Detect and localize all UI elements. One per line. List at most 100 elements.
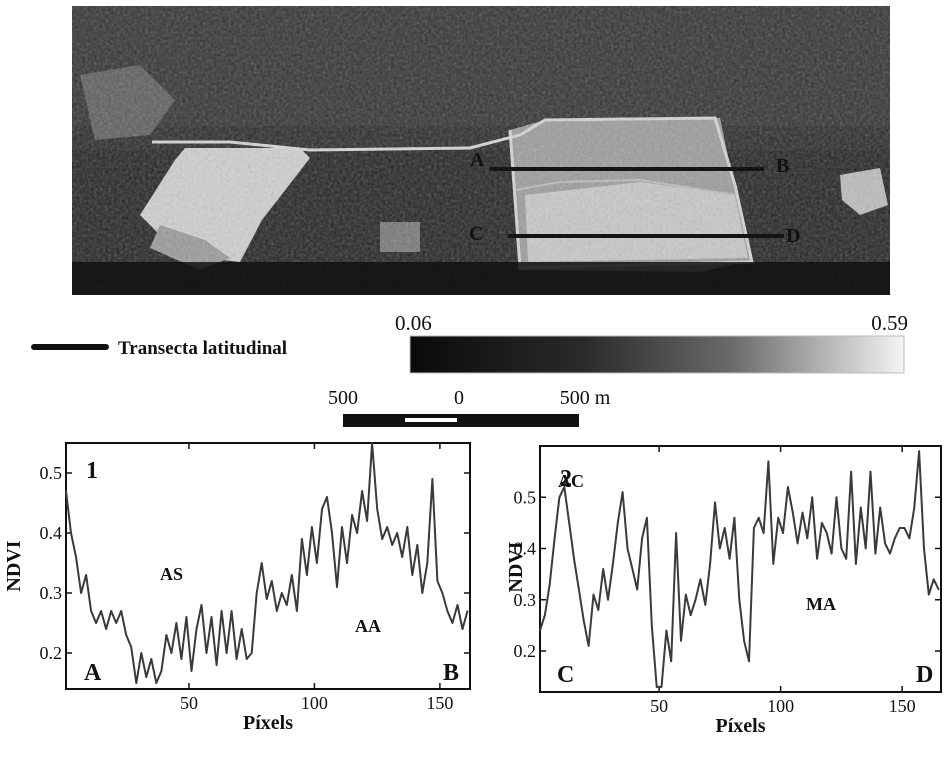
data-point: [326, 496, 328, 498]
data-point: [602, 568, 604, 570]
colorbar-min-label: 0.06: [395, 311, 432, 335]
data-point: [255, 592, 258, 594]
data-point: [150, 658, 153, 660]
scale-bar: [343, 414, 579, 427]
data-point: [401, 556, 404, 558]
data-point: [738, 599, 741, 601]
ndvi-colorbar: [409, 335, 905, 374]
data-point: [311, 526, 313, 528]
data-point: [155, 682, 158, 684]
data-point: [336, 586, 338, 588]
data-point: [879, 506, 881, 509]
data-point: [190, 670, 193, 672]
data-point: [670, 660, 672, 663]
transect-label-a: A: [470, 149, 485, 171]
annotation-label: AA: [355, 616, 381, 636]
y-tick-label: 0.3: [40, 583, 63, 603]
data-point: [689, 614, 692, 616]
data-point: [376, 508, 379, 510]
data-point: [621, 491, 624, 493]
data-point: [796, 542, 799, 545]
data-point: [660, 686, 663, 688]
data-point: [386, 526, 389, 528]
data-point: [830, 552, 833, 555]
data-point: [321, 508, 323, 510]
data-point: [165, 634, 168, 636]
data-point: [719, 547, 721, 550]
transect-label-d: D: [786, 225, 800, 247]
data-point: [371, 442, 373, 444]
data-point: [646, 517, 648, 519]
data-point: [903, 527, 906, 529]
data-point: [694, 599, 697, 601]
data-point: [801, 511, 804, 514]
data-point: [675, 532, 677, 534]
data-point: [140, 652, 143, 654]
data-point: [680, 640, 682, 642]
data-point: [175, 622, 178, 624]
data-point: [728, 558, 731, 560]
data-point: [250, 652, 253, 654]
data-point: [185, 616, 188, 618]
scale-bar-right-label: 500 m: [560, 387, 611, 409]
transect-legend-label: Transecta latitudinal: [118, 338, 287, 359]
data-point: [210, 616, 213, 618]
data-point: [286, 604, 288, 606]
data-point: [869, 470, 872, 473]
data-point: [923, 547, 925, 550]
data-point: [655, 686, 658, 688]
data-point: [748, 660, 750, 663]
y-tick-label: 0.4: [514, 539, 537, 559]
data-point: [544, 614, 546, 616]
data-point: [351, 514, 353, 516]
panel-label: 1: [86, 458, 98, 484]
data-point: [864, 547, 867, 550]
data-point: [918, 450, 920, 452]
data-point: [558, 496, 561, 499]
data-point: [235, 658, 238, 660]
annotation-label: A: [84, 660, 102, 686]
data-point: [835, 496, 838, 499]
data-point: [95, 622, 97, 624]
data-point: [125, 634, 127, 636]
data-point: [651, 624, 653, 627]
data-point: [120, 610, 122, 612]
data-point: [733, 517, 736, 519]
data-point: [617, 522, 619, 524]
data-point: [714, 501, 716, 504]
data-point: [331, 532, 333, 534]
annotation-label: AS: [160, 564, 183, 584]
data-point: [767, 460, 770, 463]
data-point: [762, 532, 765, 534]
data-point: [840, 547, 843, 550]
data-point: [391, 544, 394, 546]
data-point: [441, 592, 444, 594]
data-point: [100, 610, 102, 612]
x-tick-label: 50: [180, 693, 198, 713]
y-tick-label: 0.5: [40, 463, 63, 483]
data-point: [641, 537, 643, 540]
colorbar-max-label: 0.59: [871, 311, 908, 335]
annotation-label: D: [916, 662, 933, 688]
data-point: [381, 538, 384, 540]
data-point: [612, 563, 614, 565]
x-axis-label: Píxels: [243, 712, 293, 734]
data-point: [200, 604, 203, 606]
data-point: [291, 574, 293, 576]
data-point: [578, 588, 580, 591]
data-point: [225, 652, 228, 654]
data-point: [230, 610, 233, 612]
y-tick-label: 0.2: [40, 643, 63, 663]
data-point: [366, 520, 368, 522]
transect-label-b: B: [776, 155, 789, 177]
data-point: [626, 547, 629, 550]
data-point: [431, 478, 434, 480]
data-point: [240, 628, 243, 630]
ndvi-profile-chart-2: 0.2 0.3 0.4 0.5 50 100 150 Píxels NDVI 2AC MA C D: [505, 445, 942, 737]
data-point: [115, 622, 117, 624]
data-point: [265, 598, 268, 600]
data-point: [220, 610, 223, 612]
y-axis-label: NDVI: [505, 541, 527, 592]
data-point: [850, 470, 852, 473]
